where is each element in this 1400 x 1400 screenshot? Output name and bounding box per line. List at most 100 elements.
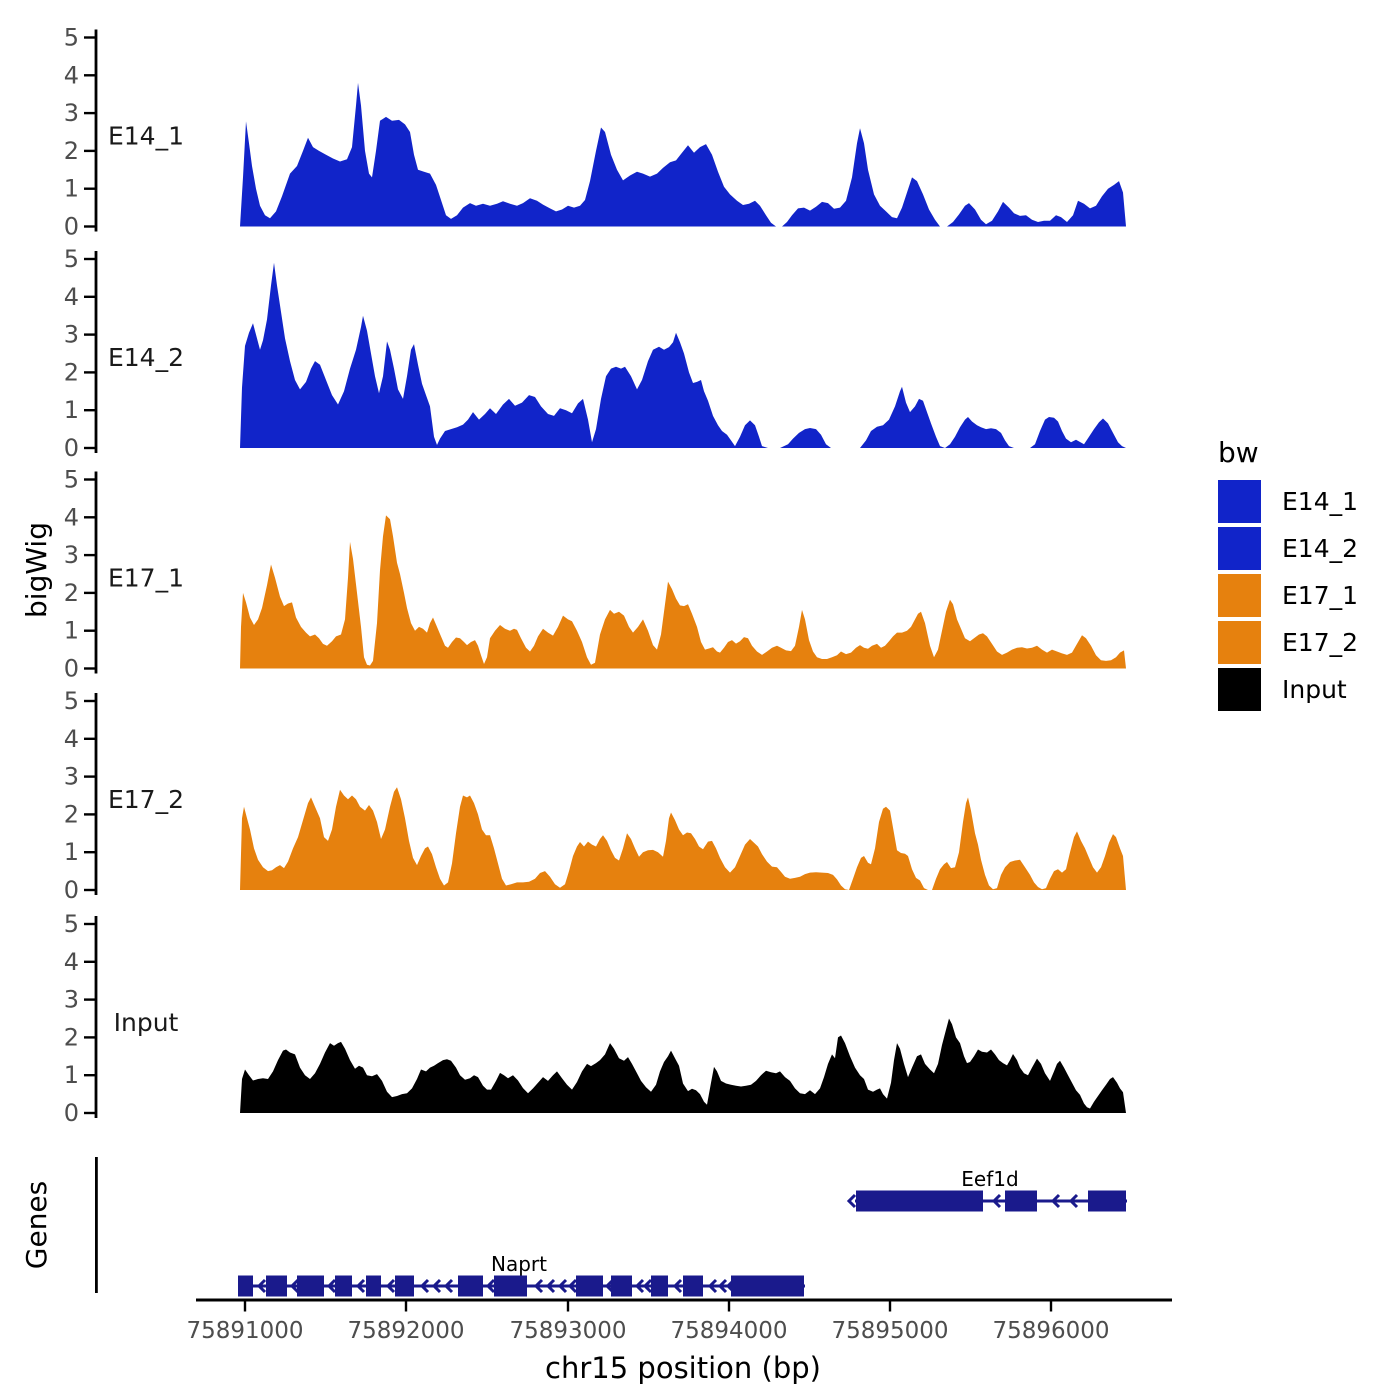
y-axis-tick <box>84 851 96 854</box>
y-axis-tick <box>84 187 96 190</box>
track-label-e14_1: E14_1 <box>108 122 184 151</box>
y-axis-tick-label: 0 <box>64 434 79 462</box>
strand-arrow-left-icon <box>419 1278 430 1294</box>
y-axis-tick-label: 2 <box>64 579 79 607</box>
y-axis-tick <box>84 629 96 632</box>
legend-item: Input <box>1218 668 1388 711</box>
track-label-input: Input <box>114 1008 179 1037</box>
strand-arrow-left-icon <box>385 1278 396 1294</box>
y-axis-tick <box>84 333 96 336</box>
coverage-area-e14_1 <box>240 82 1126 227</box>
legend-title: bw <box>1218 436 1259 469</box>
legend-swatch-input <box>1218 668 1261 711</box>
y-axis-tick-label: 1 <box>64 838 79 866</box>
x-axis-tick-label: 75894000 <box>670 1318 787 1344</box>
y-axis-tick-label: 0 <box>64 213 79 241</box>
y-axis-tick <box>84 371 96 374</box>
genes-axis-line <box>95 1157 98 1293</box>
y-axis-tick-label: 2 <box>64 800 79 828</box>
y-axis-tick-label: 5 <box>64 910 79 938</box>
legend-item: E17_1 <box>1218 574 1388 617</box>
legend-swatch-e17-1 <box>1218 574 1261 617</box>
legend: bw E14_1 E14_2 E17_1 E17_2 Input <box>1218 436 1388 715</box>
strand-arrow-left-icon <box>443 1278 454 1294</box>
gene-intron-line <box>855 1199 1127 1203</box>
strand-arrow-left-icon <box>545 1278 556 1294</box>
x-axis-tick <box>1049 1301 1053 1312</box>
x-axis-tick-label: 75891000 <box>186 1318 303 1344</box>
y-axis-tick-label: 5 <box>64 466 79 494</box>
strand-arrow-left-icon <box>1068 1193 1079 1209</box>
x-axis-tick <box>566 1301 570 1312</box>
gene-exon <box>611 1275 632 1297</box>
legend-label: E14_1 <box>1282 487 1359 516</box>
y-axis-tick <box>84 1074 96 1077</box>
y-axis-line <box>94 29 98 232</box>
strand-arrow-left-icon <box>431 1278 442 1294</box>
strand-arrow-left-icon <box>991 1193 1002 1209</box>
track-panel-e17_2 <box>84 693 1126 895</box>
y-axis-tick-label: 0 <box>64 655 79 683</box>
coverage-area-e17_2 <box>240 787 1126 890</box>
y-axis-tick <box>84 667 96 670</box>
y-axis-line <box>94 916 98 1118</box>
x-axis-tick <box>243 1301 247 1312</box>
genes-panel-title: Genes <box>20 1181 53 1269</box>
gene-exon <box>266 1275 287 1297</box>
gene-label-naprt: Naprt <box>491 1252 547 1276</box>
y-axis-tick-label: 2 <box>64 358 79 386</box>
y-axis-tick <box>84 813 96 816</box>
y-axis-tick <box>84 775 96 778</box>
y-axis-tick-label: 2 <box>64 1023 79 1051</box>
y-axis-tick <box>84 74 96 77</box>
y-axis-tick <box>84 553 96 557</box>
x-axis-tick <box>888 1301 892 1312</box>
strand-arrow-left-icon <box>1050 1193 1061 1209</box>
gene-exon <box>458 1275 483 1297</box>
legend-label: Input <box>1282 675 1347 704</box>
strand-arrow-left-icon <box>634 1278 645 1294</box>
gene-exon <box>683 1275 703 1297</box>
x-axis-tick-label: 75893000 <box>509 1318 626 1344</box>
strand-arrow-left-icon <box>642 1278 653 1294</box>
y-axis-tick <box>84 737 96 740</box>
y-axis-tick-label: 4 <box>64 503 79 531</box>
gene-exon <box>856 1190 983 1212</box>
legend-item: E17_2 <box>1218 621 1388 664</box>
y-axis-tick <box>84 516 96 519</box>
track-panel-input <box>84 916 1126 1118</box>
y-axis-tick-label: 3 <box>64 763 79 791</box>
y-axis-tick-label: 4 <box>64 61 79 89</box>
gene-exon <box>395 1275 414 1297</box>
x-axis-tick-label: 75896000 <box>992 1318 1109 1344</box>
track-panel-e14_1 <box>84 29 1126 232</box>
y-axis-line <box>94 251 98 453</box>
track-label-e17_1: E17_1 <box>108 564 184 593</box>
gene-exon <box>651 1275 668 1297</box>
y-axis-tick-label: 3 <box>64 321 79 349</box>
gene-exon <box>731 1275 804 1297</box>
y-axis-tick <box>84 888 96 892</box>
legend-swatch-e14-1 <box>1218 480 1261 523</box>
x-axis-tick-label: 75895000 <box>831 1318 948 1344</box>
y-axis-line <box>94 693 98 895</box>
y-axis-tick-label: 0 <box>64 876 79 904</box>
strand-arrow-left-icon <box>326 1278 337 1294</box>
gene-exon <box>366 1275 381 1297</box>
y-axis-tick-label: 4 <box>64 725 79 753</box>
coverage-area-e17_1 <box>240 515 1126 669</box>
strand-arrow-left-icon <box>717 1278 728 1294</box>
y-axis-tick <box>84 257 96 261</box>
y-axis-tick-label: 5 <box>64 245 79 273</box>
strand-arrow-left-icon <box>707 1278 718 1294</box>
y-axis-tick-label: 4 <box>64 283 79 311</box>
coverage-area-input <box>240 1018 1126 1113</box>
y-axis-tick-label: 3 <box>64 541 79 569</box>
strand-arrow-left-icon <box>485 1278 496 1294</box>
strand-arrow-left-icon <box>846 1193 857 1209</box>
x-axis-tick <box>404 1301 408 1312</box>
track-panel-e17_1 <box>84 471 1126 674</box>
y-axis-tick-label: 1 <box>64 1061 79 1089</box>
